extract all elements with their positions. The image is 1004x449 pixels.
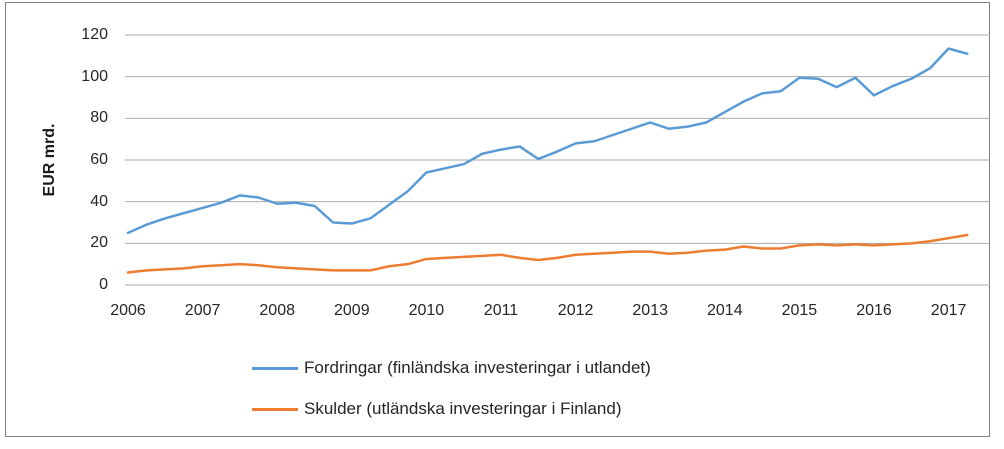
y-tick-label: 60	[90, 151, 108, 168]
legend-line-swatch-fordringar	[252, 366, 298, 370]
legend-line-swatch-skulder	[252, 407, 298, 411]
legend-label-skulder: Skulder (utländska investeringar i Finla…	[304, 399, 622, 418]
y-tick-label: 20	[90, 234, 108, 252]
series-line-0	[126, 47, 969, 235]
y-tick-label: 40	[90, 192, 108, 210]
x-tick-label: 2017	[930, 302, 967, 319]
x-tick-label: 2007	[184, 302, 221, 319]
series-line-1	[126, 233, 969, 274]
y-tick-label: 80	[90, 109, 108, 127]
y-tick-label: 100	[81, 67, 108, 85]
x-tick-label: 2008	[259, 302, 295, 319]
x-tick-label: 2006	[110, 302, 146, 319]
x-tick-label: 2015	[781, 302, 818, 319]
x-tick-label: 2014	[707, 302, 743, 319]
x-tick-label: 2010	[408, 302, 445, 319]
chart-border	[5, 2, 990, 437]
x-tick-label: 2011	[483, 302, 519, 319]
x-tick-label: 2012	[557, 302, 594, 319]
x-tick-label: 2016	[856, 302, 892, 319]
legend-item-fordringar: Fordringar (finländska investeringar i u…	[252, 357, 651, 379]
x-tick-label: 2013	[632, 302, 668, 319]
x-tick-label: 2009	[334, 302, 370, 319]
y-tick-label: 0	[99, 276, 108, 293]
y-tick-label: 120	[81, 26, 108, 43]
legend-label-fordringar: Fordringar (finländska investeringar i u…	[304, 358, 651, 377]
legend-item-skulder: Skulder (utländska investeringar i Finla…	[252, 398, 622, 420]
